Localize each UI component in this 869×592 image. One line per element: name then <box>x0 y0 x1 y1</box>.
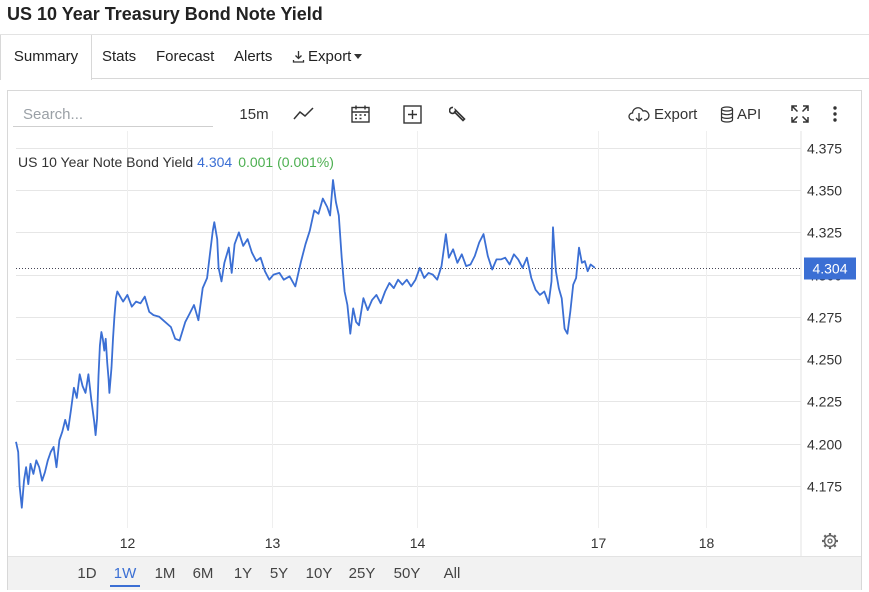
download-icon <box>292 37 305 81</box>
tab-export-label: Export <box>308 48 352 65</box>
y-tick-label: 4.275 <box>807 310 842 326</box>
more-vertical-icon[interactable] <box>824 99 846 129</box>
range-button-1w[interactable]: 1W <box>110 565 140 587</box>
cloud-download-icon <box>628 106 650 122</box>
search-input[interactable] <box>13 103 213 127</box>
range-selector: 1D 1W 1M 6M 1Y 5Y 10Y 25Y 50Y All <box>8 556 861 590</box>
y-tick-label: 4.200 <box>807 437 842 453</box>
legend-change: 0.001 (0.001%) <box>238 154 334 170</box>
y-tick-label: 4.225 <box>807 394 842 410</box>
legend-value: 4.304 <box>197 154 233 170</box>
range-button-1m[interactable]: 1M <box>154 565 176 582</box>
api-button[interactable]: API <box>720 99 768 129</box>
range-button-10y[interactable]: 10Y <box>305 565 333 582</box>
x-tick-label: 14 <box>410 535 426 551</box>
page-title: US 10 Year Treasury Bond Note Yield <box>7 4 323 24</box>
tab-export[interactable]: Export <box>292 35 363 81</box>
tab-stats[interactable]: Stats <box>102 48 137 65</box>
y-tick-label: 4.350 <box>807 183 842 199</box>
legend-series-name: US 10 Year Note Bond Yield <box>18 154 194 170</box>
chart-legend: US 10 Year Note Bond Yield 4.304 0.001 (0.… <box>18 154 334 170</box>
tab-forecast[interactable]: Forecast <box>156 48 215 65</box>
range-button-6m[interactable]: 6M <box>192 565 214 582</box>
tab-bar: Summary Stats Forecast Alerts Export <box>0 34 869 81</box>
database-icon <box>720 105 734 123</box>
calendar-icon[interactable] <box>346 99 374 129</box>
x-tick-label: 17 <box>591 535 607 551</box>
x-tick-label: 12 <box>120 535 136 551</box>
tab-summary[interactable]: Summary <box>0 35 92 80</box>
range-button-25y[interactable]: 25Y <box>348 565 376 582</box>
chart-canvas: 4.1754.2004.2254.2504.2754.3004.3254.350… <box>15 131 856 556</box>
chart-widget: 4.1754.2004.2254.2504.2754.3004.3254.350… <box>7 90 862 590</box>
range-button-all[interactable]: All <box>443 565 461 582</box>
settings-gear-icon[interactable] <box>822 533 838 549</box>
export-label: Export <box>654 105 698 123</box>
x-tick-label: 18 <box>699 535 715 551</box>
y-tick-label: 4.325 <box>807 225 842 241</box>
plus-box-icon[interactable] <box>398 99 426 129</box>
interval-button[interactable]: 15m <box>239 105 269 123</box>
range-button-1d[interactable]: 1D <box>77 565 97 582</box>
range-button-1y[interactable]: 1Y <box>233 565 253 582</box>
series-line <box>15 179 596 509</box>
y-tick-label: 4.175 <box>807 479 842 495</box>
y-tick-label: 4.250 <box>807 352 842 368</box>
last-value-label: 4.304 <box>812 261 847 277</box>
range-button-5y[interactable]: 5Y <box>269 565 289 582</box>
wrench-icon[interactable] <box>444 99 472 129</box>
line-chart-icon[interactable] <box>290 99 318 129</box>
range-button-50y[interactable]: 50Y <box>393 565 421 582</box>
caret-down-icon <box>354 54 363 59</box>
api-label: API <box>737 105 762 123</box>
export-button[interactable]: Export <box>628 99 700 129</box>
fullscreen-icon[interactable] <box>786 99 814 129</box>
x-tick-label: 13 <box>265 535 281 551</box>
last-value-badge <box>804 257 856 280</box>
tab-alerts[interactable]: Alerts <box>234 48 273 65</box>
y-tick-label: 4.375 <box>807 141 842 157</box>
